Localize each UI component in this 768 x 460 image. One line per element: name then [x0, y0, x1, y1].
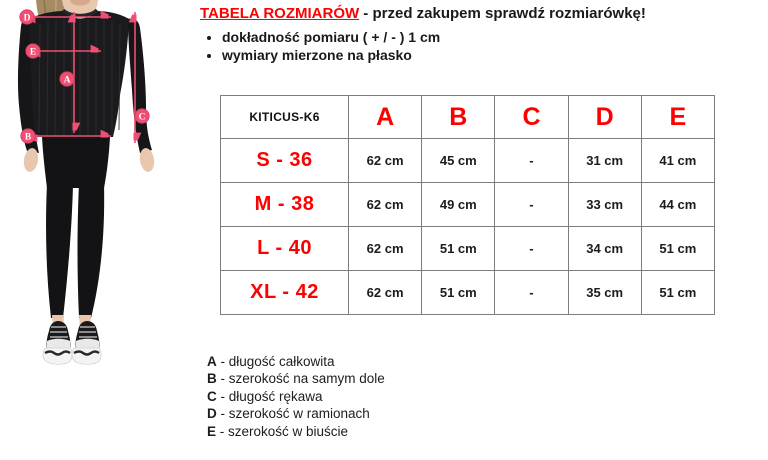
- page-title: TABELA ROZMIARÓW: [200, 5, 360, 22]
- legend-desc: - szerokość na samym dole: [216, 371, 385, 387]
- legend-item: E - szerokość w biuście: [207, 423, 385, 440]
- value-cell: 31 cm: [567, 138, 642, 183]
- left-leg: [46, 184, 73, 318]
- value-cell: 62 cm: [347, 226, 423, 271]
- column-header-a: A: [347, 95, 423, 139]
- table-header-row: KITICUS-K6 A B C D E: [220, 95, 715, 139]
- page-subtitle: - przed zakupem sprawdź rozmiarówkę!: [359, 5, 646, 22]
- measurement-annotations: D E A B C: [19, 9, 150, 144]
- table-row: XL - 42 62 cm 51 cm - 35 cm 51 cm: [220, 270, 715, 315]
- legend-desc: - szerokość w biuście: [216, 423, 349, 439]
- note-item: dokładność pomiaru ( + / - ) 1 cm: [222, 29, 760, 47]
- value-cell: 51 cm: [640, 226, 715, 271]
- legend-desc: - szerokość w ramionach: [216, 406, 370, 422]
- marker-letter-c: C: [139, 113, 146, 123]
- value-cell: 62 cm: [347, 182, 423, 227]
- marker-letter-b: B: [25, 133, 32, 143]
- value-cell: 62 cm: [347, 270, 423, 315]
- column-header-e: E: [640, 95, 715, 139]
- measurement-line-e: E: [25, 43, 101, 59]
- marker-letter-a: A: [64, 76, 71, 86]
- legend-letter: B: [207, 371, 217, 387]
- value-cell: -: [494, 270, 569, 315]
- value-cell: 34 cm: [567, 226, 642, 271]
- value-cell: 33 cm: [567, 182, 642, 227]
- legend-item: D - szerokość w ramionach: [207, 405, 385, 422]
- legend-desc: - długość rękawa: [216, 388, 323, 404]
- table-row: S - 36 62 cm 45 cm - 31 cm 41 cm: [220, 138, 715, 183]
- title-line: TABELA ROZMIARÓW - przed zakupem sprawdź…: [200, 5, 760, 22]
- measurement-line-a: A: [59, 12, 74, 133]
- legend-letter: D: [207, 406, 217, 422]
- measurement-line-b: B: [20, 128, 111, 144]
- header: TABELA ROZMIARÓW - przed zakupem sprawdź…: [200, 5, 760, 64]
- legend-item: C - długość rękawa: [207, 388, 385, 405]
- legend-desc: - długość całkowita: [216, 354, 335, 369]
- model-photo: D E A B C: [0, 0, 195, 460]
- leggings-hip: [42, 137, 110, 188]
- size-cell: XL - 42: [220, 270, 349, 315]
- right-sneaker: [71, 321, 102, 365]
- legend-item: B - szerokość na samym dole: [207, 370, 385, 387]
- legend-item: A - długość całkowita: [207, 353, 385, 370]
- value-cell: -: [494, 182, 569, 227]
- value-cell: -: [494, 138, 569, 183]
- value-cell: 45 cm: [421, 138, 496, 183]
- column-header-d: D: [567, 95, 642, 139]
- notes-list: dokładność pomiaru ( + / - ) 1 cm wymiar…: [200, 29, 760, 64]
- size-cell: M - 38: [220, 182, 349, 227]
- left-hand: [23, 148, 39, 172]
- note-item: wymiary mierzone na płasko: [222, 47, 760, 65]
- value-cell: 41 cm: [640, 138, 715, 183]
- left-sneaker: [42, 321, 73, 365]
- value-cell: 44 cm: [640, 182, 715, 227]
- measurement-legend: A - długość całkowita B - szerokość na s…: [207, 353, 385, 440]
- marker-letter-e: E: [30, 48, 36, 58]
- value-cell: 51 cm: [421, 226, 496, 271]
- value-cell: 51 cm: [421, 270, 496, 315]
- marker-letter-d: D: [24, 14, 31, 24]
- value-cell: 35 cm: [567, 270, 642, 315]
- value-cell: 49 cm: [421, 182, 496, 227]
- legend-letter: A: [207, 354, 217, 369]
- column-header-c: C: [494, 95, 569, 139]
- right-hand: [139, 148, 155, 172]
- table-row: L - 40 62 cm 51 cm - 34 cm 51 cm: [220, 226, 715, 271]
- column-header-b: B: [421, 95, 496, 139]
- size-cell: L - 40: [220, 226, 349, 271]
- legend-letter: C: [207, 388, 217, 404]
- table-row: M - 38 62 cm 49 cm - 33 cm 44 cm: [220, 182, 715, 227]
- product-code: KITICUS-K6: [220, 95, 349, 139]
- measurement-line-c: C: [135, 12, 150, 143]
- size-table: KITICUS-K6 A B C D E S - 36 62 cm 45 cm …: [220, 95, 715, 315]
- value-cell: 51 cm: [640, 270, 715, 315]
- value-cell: 62 cm: [347, 138, 423, 183]
- value-cell: -: [494, 226, 569, 271]
- size-cell: S - 36: [220, 138, 349, 183]
- right-leg: [77, 184, 105, 318]
- legend-letter: E: [207, 423, 217, 439]
- sweater-left-sleeve: [17, 18, 39, 154]
- sweater-torso: [26, 11, 129, 137]
